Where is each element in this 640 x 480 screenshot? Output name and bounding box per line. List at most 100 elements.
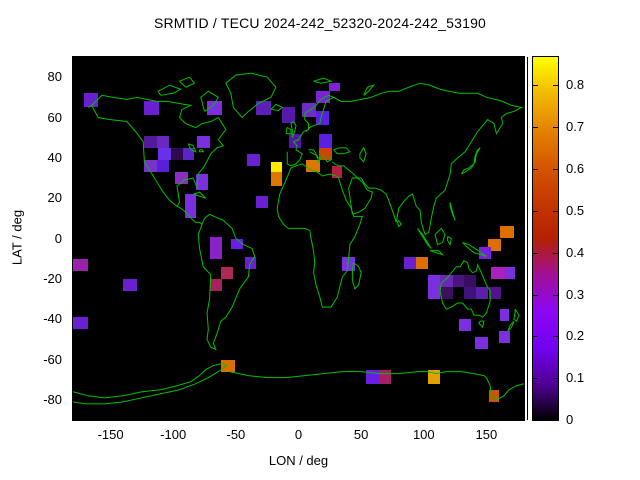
heatmap-cell <box>270 161 283 172</box>
colorbar-tick-label: 0.8 <box>566 77 585 93</box>
heatmap-cell <box>184 194 196 219</box>
heatmap-cell <box>156 159 170 172</box>
heatmap-cell <box>440 286 453 299</box>
colorbar-tick-right <box>553 336 558 338</box>
colorbar-tick-label: 0.2 <box>566 328 585 344</box>
heatmap-cell <box>427 286 440 299</box>
heatmap-cell <box>318 133 333 148</box>
heatmap-cell <box>183 147 195 160</box>
colorbar-tick-right <box>553 294 558 296</box>
heatmap-cell <box>195 174 209 191</box>
x-tick-label: -50 <box>226 427 246 442</box>
y-tick-label: 60 <box>47 109 62 125</box>
colorbar-tick-label: 0.7 <box>566 119 585 135</box>
colorbar-tick-label: 0.6 <box>566 161 585 177</box>
y-tick-label: -80 <box>43 391 62 407</box>
heatmap-cell <box>316 111 329 126</box>
heatmap-cell <box>475 337 488 350</box>
heatmap-cell <box>144 135 157 148</box>
colorbar-tick-right <box>553 378 558 380</box>
colorbar <box>532 56 559 421</box>
heatmap-cell <box>174 172 189 185</box>
heatmap-cell <box>288 133 301 148</box>
heatmap-cell <box>328 83 340 92</box>
heatmap-cell <box>416 256 428 269</box>
colorbar-tick-right <box>553 420 558 421</box>
colorbar-tick-right <box>553 85 558 87</box>
colorbar-tick-left <box>533 169 538 171</box>
heatmap-cell <box>220 266 234 279</box>
colorbar-tick-left <box>533 252 538 254</box>
colorbar-tick-label: 0 <box>566 412 574 427</box>
heatmap-cell <box>197 135 210 148</box>
heatmap-cell <box>452 274 464 287</box>
heatmap-cell <box>244 256 256 269</box>
heatmap-cell <box>505 266 516 279</box>
y-tick-label: -40 <box>43 311 62 327</box>
colorbar-tick-right <box>553 252 558 254</box>
heatmap-cell <box>144 101 160 116</box>
heatmap-cell <box>463 286 477 299</box>
y-tick-label: 40 <box>47 149 62 165</box>
heatmap-cell <box>491 266 506 279</box>
heatmap-cell <box>73 317 88 330</box>
heatmap-cell <box>255 101 271 116</box>
heatmap-cell <box>476 286 488 299</box>
colorbar-tick-label: 0.1 <box>566 370 585 386</box>
heatmap-cell <box>488 389 499 402</box>
x-tick-label: 100 <box>412 427 435 442</box>
heatmap-cell <box>156 135 170 148</box>
x-tick-label: 150 <box>475 427 498 442</box>
heatmap-cell <box>427 274 440 287</box>
x-tick-label: -150 <box>97 427 124 442</box>
colorbar-tick-right <box>553 210 558 212</box>
colorbar-tick-left <box>533 85 538 87</box>
x-tick-label: 0 <box>294 427 303 442</box>
heatmap-cell <box>270 172 283 187</box>
heatmap-cell <box>255 196 269 209</box>
y-tick-label: -60 <box>43 351 62 367</box>
heatmap-cell <box>498 331 511 344</box>
chart-title: SRMTID / TECU 2024-242_52320-2024-242_53… <box>153 15 487 31</box>
heatmap-cells-layer <box>73 57 524 420</box>
colorbar-tick-left <box>533 210 538 212</box>
heatmap-cell <box>170 147 184 160</box>
heatmap-cell <box>316 91 330 104</box>
heatmap-cell <box>144 159 157 172</box>
colorbar-tick-left <box>533 378 538 380</box>
heatmap-cell <box>84 93 99 108</box>
heatmap-cell <box>478 246 492 259</box>
heatmap-cell <box>403 256 417 269</box>
heatmap-cell <box>123 278 137 291</box>
heatmap-cell <box>282 107 295 124</box>
colorbar-tick-label: 0.4 <box>566 244 585 260</box>
y-tick-label: -20 <box>43 270 62 286</box>
x-tick-label: 50 <box>353 427 369 442</box>
heatmap-cell <box>158 147 171 160</box>
heatmap-cell <box>209 278 223 291</box>
plot-right-double-line <box>527 57 528 420</box>
heatmap-cell <box>500 226 514 239</box>
coastline-map <box>73 57 524 420</box>
heatmap-cell <box>488 286 502 299</box>
y-tick-label: 20 <box>47 190 62 206</box>
colorbar-tick-left <box>533 336 538 338</box>
x-tick-label: -100 <box>160 427 187 442</box>
x-axis-label: LON / deg <box>268 453 329 468</box>
colorbar-tick-left <box>533 420 538 421</box>
heatmap-cell <box>247 153 260 166</box>
heatmap-cell <box>318 147 333 160</box>
heatmap-cell <box>332 165 343 178</box>
plot-area <box>72 56 525 421</box>
heatmap-cell <box>209 236 223 259</box>
heatmap-cell <box>500 309 509 322</box>
colorbar-tick-right <box>553 127 558 129</box>
colorbar-tick-right <box>553 169 558 171</box>
y-tick-label: 0 <box>54 230 62 246</box>
heatmap-cell <box>463 274 477 287</box>
heatmap-cell <box>458 319 472 332</box>
colorbar-tick-left <box>533 127 538 129</box>
heatmap-cell <box>73 258 88 271</box>
heatmap-cell <box>440 274 453 287</box>
